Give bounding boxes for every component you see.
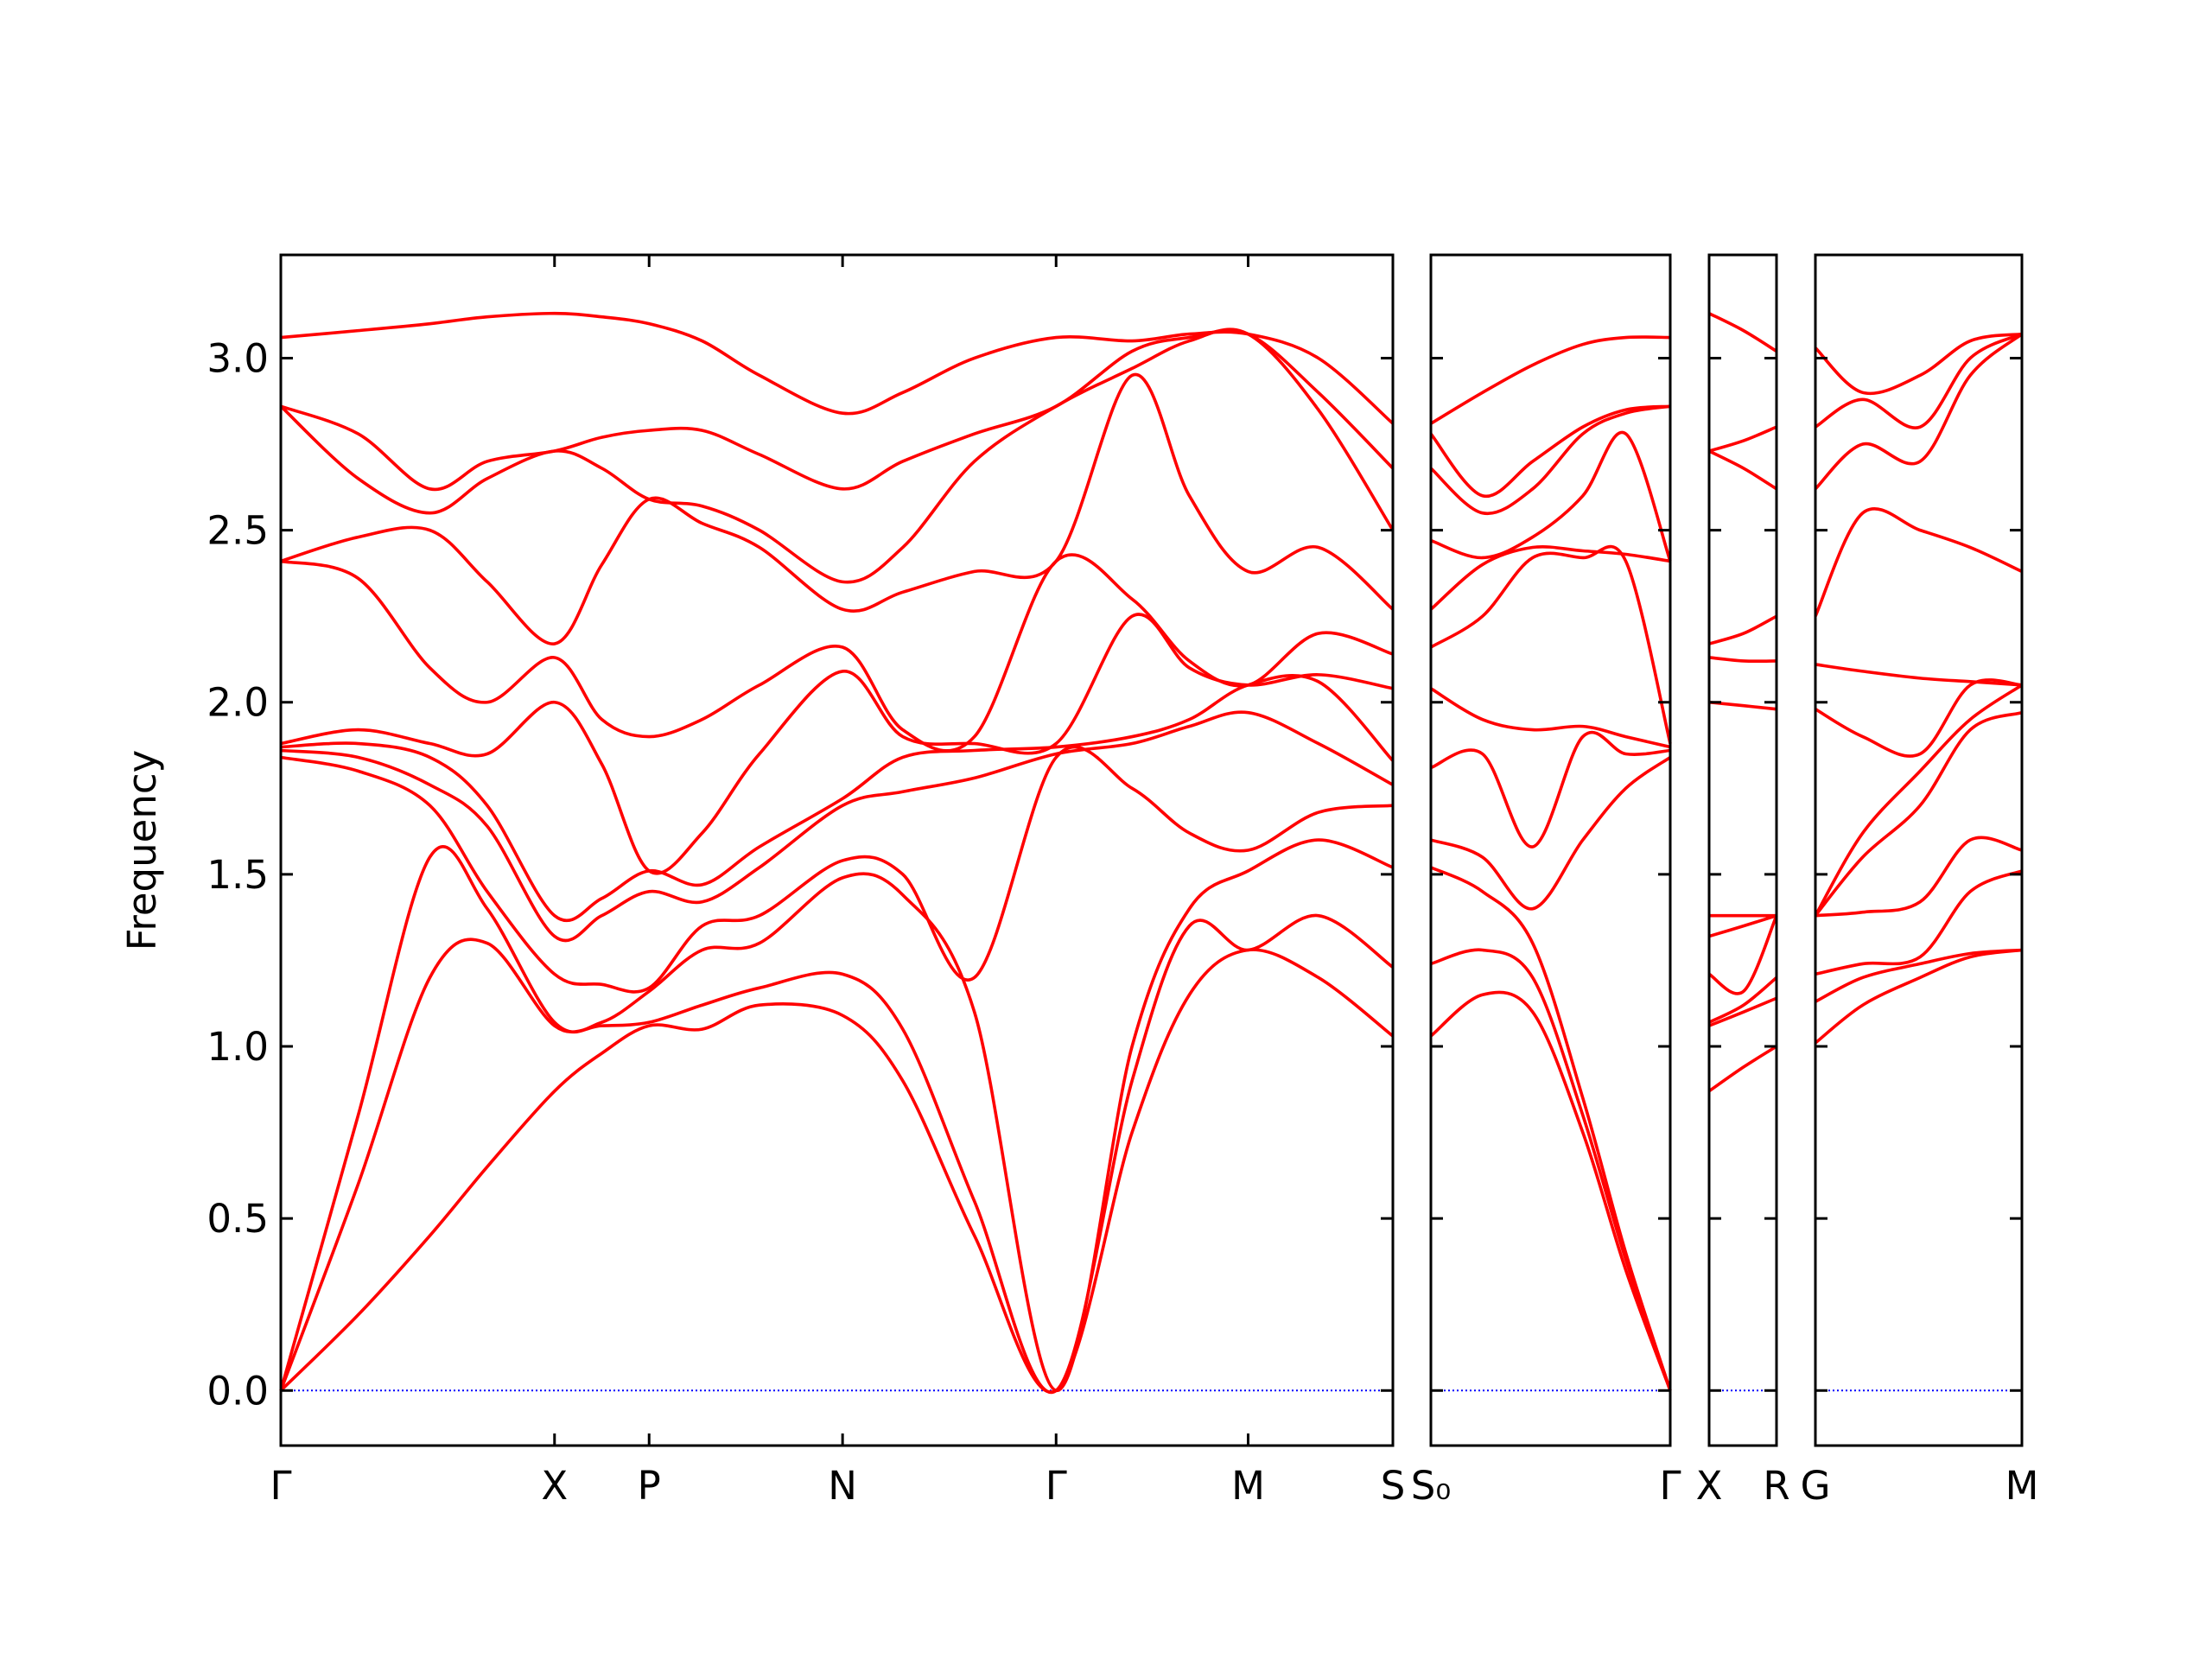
- x-tick-label: Γ: [270, 1463, 291, 1509]
- plot-frame: [1429, 253, 1672, 1447]
- band-line: [1708, 976, 1778, 1024]
- band-line: [1708, 656, 1777, 664]
- band-line: [1430, 730, 1671, 849]
- y-axis-label: Frequency: [119, 750, 165, 950]
- band-line: [1814, 333, 2024, 491]
- x-tick-label: M: [1231, 1463, 1265, 1509]
- band-line: [1815, 663, 2023, 687]
- band-line: [1708, 449, 1777, 491]
- band-line: [1815, 948, 2023, 1003]
- x-tick-label: S₀: [1411, 1463, 1452, 1509]
- band-line: [1814, 506, 2023, 617]
- plot-frame: [279, 253, 1395, 1447]
- band-line: [1708, 312, 1777, 353]
- band-line: [280, 311, 1395, 425]
- x-tick-label: G: [1801, 1463, 1831, 1509]
- band-line: [1430, 430, 1672, 563]
- y-tick-label: 0.0: [207, 1368, 269, 1414]
- band-line: [280, 745, 1394, 994]
- band-line: [1707, 1045, 1777, 1093]
- y-tick-label: 1.0: [207, 1024, 269, 1070]
- band-line: [1430, 335, 1671, 425]
- band-line: [279, 838, 1394, 1393]
- band-line: [1708, 913, 1777, 938]
- x-tick-label: P: [638, 1463, 661, 1509]
- band-line: [1815, 678, 2023, 758]
- band-line: [279, 327, 1395, 584]
- band-line: [1814, 948, 2023, 1045]
- band-line: [280, 372, 1395, 645]
- y-tick-label: 2.5: [207, 508, 269, 554]
- band-line: [280, 710, 1394, 943]
- band-line: [1429, 404, 1671, 499]
- band-line: [280, 328, 1395, 492]
- band-line: [1814, 710, 2023, 917]
- band-line: [1430, 687, 1671, 749]
- y-tick-label: 1.5: [207, 852, 269, 898]
- band-line: [1430, 544, 1672, 744]
- band-line: [1430, 755, 1672, 911]
- band-line: [1707, 914, 1778, 995]
- band-line: [279, 948, 1395, 1394]
- plot-frame: [1707, 253, 1778, 1447]
- x-tick-label: X: [1696, 1463, 1723, 1509]
- band-line: [1814, 332, 2023, 396]
- band-line: [1430, 948, 1672, 1391]
- band-line: [1429, 990, 1672, 1391]
- x-tick-label: R: [1763, 1463, 1789, 1509]
- y-tick-label: 3.0: [207, 335, 269, 381]
- band-line: [1708, 996, 1777, 1027]
- band-line: [1815, 332, 2023, 429]
- band-line: [1429, 404, 1671, 516]
- band-line: [280, 613, 1394, 875]
- y-tick-label: 0.5: [207, 1196, 269, 1242]
- x-tick-label: Γ: [1046, 1463, 1067, 1509]
- band-line: [1815, 869, 2023, 976]
- band-line: [280, 674, 1395, 923]
- band-line: [280, 553, 1394, 753]
- x-tick-label: S: [1381, 1463, 1406, 1509]
- band-line: [1815, 836, 2023, 918]
- band-line: [1430, 866, 1672, 1391]
- plot-frame: [1814, 253, 2024, 1447]
- band-line: [1429, 545, 1671, 611]
- band-line: [1708, 614, 1777, 645]
- y-tick-label: 2.0: [207, 680, 269, 726]
- band-line: [279, 913, 1395, 1395]
- band-line: [1708, 425, 1777, 453]
- band-line: [1814, 683, 2023, 917]
- x-tick-label: N: [828, 1463, 857, 1509]
- x-tick-label: M: [2005, 1463, 2039, 1509]
- x-tick-label: X: [541, 1463, 568, 1509]
- x-tick-label: Γ: [1659, 1463, 1681, 1509]
